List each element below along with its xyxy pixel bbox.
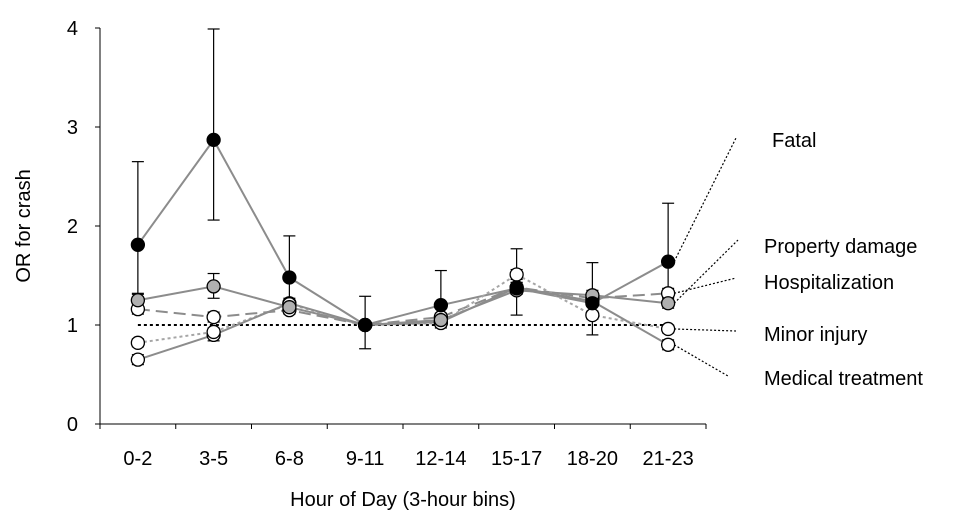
axes: 0 1 2 3 4 0-2 3-5 6-8 9-11 12-14 15-17 18-20 21-23 — [67, 18, 707, 470]
data-point-fatal — [282, 270, 297, 285]
markers-fatal — [130, 132, 676, 333]
data-point-hospitalization — [206, 309, 221, 325]
series-label-minor-injury: Minor injury — [764, 324, 867, 346]
leader-line-property-damage — [673, 239, 739, 304]
x-tick-label: 9-11 — [346, 448, 385, 470]
y-axis-title: OR for crash — [13, 169, 35, 282]
data-point-fatal — [433, 298, 449, 313]
data-point-property-damage — [206, 279, 221, 294]
series-hospitalization — [137, 286, 669, 327]
y-tick-label: 0 — [67, 414, 78, 436]
y-tick-label: 4 — [67, 18, 78, 40]
x-tick-label: 3-5 — [199, 448, 228, 470]
series-line-fatal — [137, 138, 669, 327]
x-axis-title: Hour of Day (3-hour bins) — [290, 489, 516, 511]
data-point-fatal — [206, 132, 221, 148]
series-line-hospitalization — [137, 286, 669, 327]
x-tick-label: 12-14 — [415, 448, 466, 470]
series-label-medical-treatment: Medical treatment — [764, 368, 923, 390]
x-tick-label: 18-20 — [567, 448, 618, 470]
series-label-property-damage: Property damage — [764, 236, 917, 258]
y-tick-label: 3 — [67, 117, 78, 139]
data-point-property-damage — [130, 293, 146, 308]
data-point-medical-treatment — [660, 337, 676, 352]
data-point-fatal — [660, 254, 676, 269]
series-leader-lines — [673, 137, 739, 377]
leader-line-hospitalization — [673, 277, 737, 294]
x-tick-label: 6-8 — [275, 448, 304, 470]
data-point-minor-injury — [660, 321, 676, 337]
series-labels: Fatal Property damage Hospitalization Minor… — [764, 130, 923, 390]
data-point-property-damage — [433, 312, 449, 328]
x-tick-label: 15-17 — [491, 448, 542, 470]
x-tick-label: 21-23 — [643, 448, 694, 470]
series-label-hospitalization: Hospitalization — [764, 272, 894, 294]
data-point-minor-injury — [509, 267, 524, 282]
data-point-minor-injury — [130, 335, 146, 350]
data-point-fatal — [509, 281, 524, 296]
data-point-property-damage — [660, 296, 676, 311]
data-point-minor-injury — [206, 324, 221, 340]
data-point-fatal — [130, 237, 146, 252]
series-line-medical-treatment — [137, 286, 669, 361]
y-tick-label: 2 — [67, 216, 78, 238]
series-medical-treatment — [137, 286, 669, 361]
data-point-minor-injury — [585, 307, 600, 323]
series-label-fatal: Fatal — [772, 130, 816, 152]
data-point-fatal — [585, 296, 600, 311]
leader-line-minor-injury — [674, 328, 737, 332]
leader-line-medical-treatment — [673, 344, 729, 377]
data-point-medical-treatment — [130, 352, 146, 367]
leader-line-fatal — [673, 137, 737, 262]
y-tick-label: 1 — [67, 315, 78, 337]
data-point-fatal — [357, 317, 373, 333]
x-ticks: 0-2 3-5 6-8 9-11 12-14 15-17 18-20 21-23 — [99, 424, 707, 470]
x-tick-label: 0-2 — [123, 448, 152, 470]
data-point-property-damage — [282, 300, 297, 315]
series-fatal — [137, 138, 669, 327]
y-ticks: 0 1 2 3 4 — [67, 18, 100, 436]
series-layer — [130, 28, 676, 367]
